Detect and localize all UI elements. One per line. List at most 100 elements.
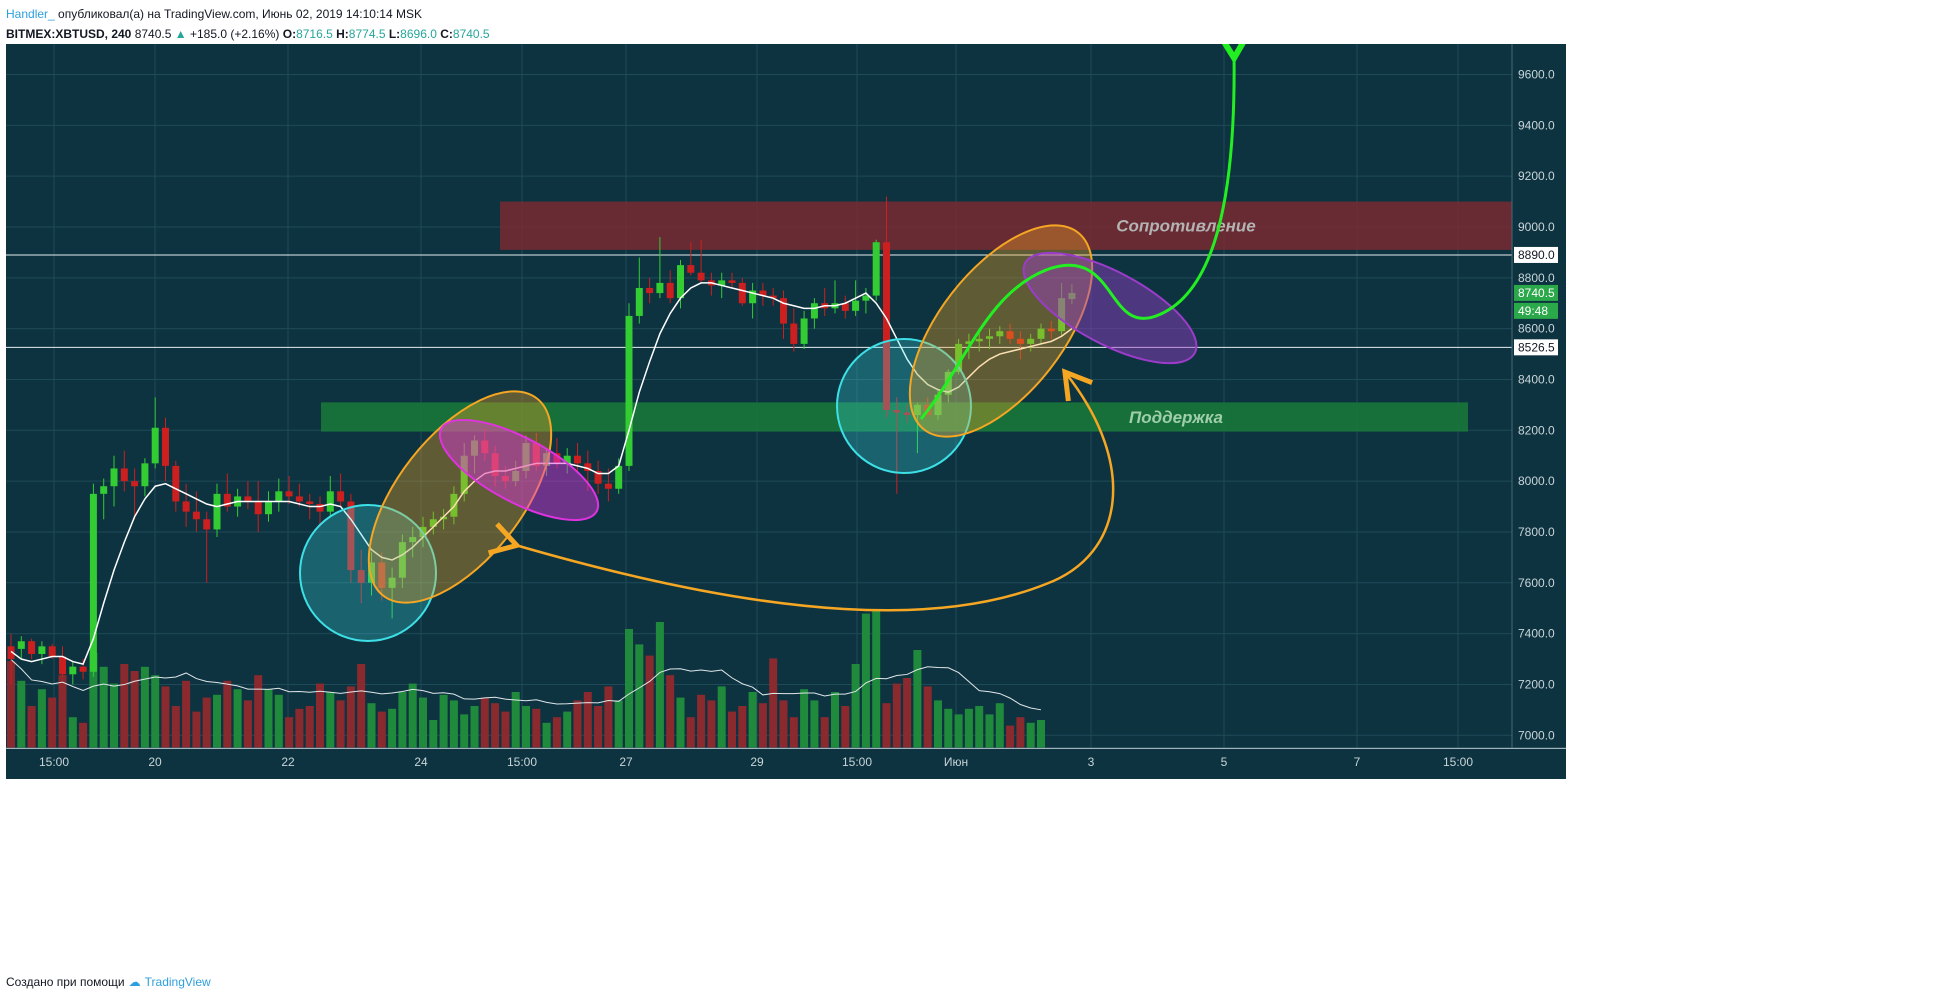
price-tick-label: 8200.0	[1518, 423, 1555, 437]
candle-body	[780, 298, 787, 324]
volume-bar	[419, 697, 427, 748]
horizontal-lines	[6, 254, 1512, 348]
candle-body	[316, 504, 324, 512]
candle-body	[59, 656, 66, 675]
time-tick-label: 27	[619, 755, 633, 769]
candle-body	[1068, 292, 1076, 300]
time-axis-background	[6, 749, 1566, 779]
price-tick-label: 7200.0	[1518, 677, 1555, 691]
candle-body	[172, 465, 180, 502]
candle-body	[872, 242, 880, 296]
volume-bar	[872, 610, 881, 748]
price-tick-label: 9200.0	[1518, 169, 1555, 183]
volume-bar	[831, 692, 839, 748]
author-link[interactable]: Handler_	[6, 7, 55, 21]
candle-body	[769, 295, 777, 299]
candle-body	[110, 468, 118, 487]
cyan-circle-left	[299, 504, 437, 642]
candle-body	[357, 570, 365, 583]
chart-area[interactable]: Сопротивление Поддержка 9600.0 9400.0 9200.…	[6, 26, 1950, 994]
time-tick-label: 24	[414, 755, 428, 769]
volume-bar	[501, 711, 510, 748]
volume-bar	[882, 703, 891, 748]
volume-bar	[408, 683, 417, 748]
volume-bar	[377, 711, 386, 748]
symbol-label[interactable]: BITMEX:XBTUSD, 240	[6, 27, 132, 41]
candle-body	[955, 343, 963, 372]
candle-body	[1016, 338, 1024, 344]
candle-body	[625, 315, 633, 466]
price-labels: 8890.0 8740.5 49:48 8526.5	[1514, 246, 1558, 356]
candle-body	[306, 501, 314, 505]
high-value: 8774.5	[348, 27, 386, 41]
volume-bar	[140, 666, 149, 748]
candle-body	[749, 290, 757, 304]
candle-body	[213, 493, 221, 530]
tradingview-brand-link[interactable]: TradingView	[144, 975, 211, 989]
candle-body	[337, 491, 345, 502]
price-tick-label: 7800.0	[1518, 525, 1555, 539]
volume-bar	[851, 664, 860, 748]
volume-bar	[666, 675, 675, 748]
candle-body	[646, 287, 654, 294]
time-tick-label: 15:00	[507, 755, 537, 769]
price-chart[interactable]: Сопротивление Поддержка 9600.0 9400.0 9200.…	[6, 26, 1950, 972]
candle-body	[182, 501, 190, 512]
volume-bar	[388, 708, 397, 748]
volume-bar	[748, 692, 757, 748]
volume-bar	[728, 711, 736, 748]
volume-bar	[460, 714, 469, 748]
plot-background	[6, 44, 1512, 748]
candle-body	[28, 641, 36, 654]
candle-body	[378, 562, 386, 588]
candle-body	[244, 496, 252, 502]
candle-body	[738, 282, 746, 304]
candle-body	[89, 493, 97, 672]
candle-body	[265, 501, 272, 515]
price-axis[interactable]: 9600.0 9400.0 9200.0 9000.0 8800.0 8600.0 8400…	[1518, 67, 1555, 742]
volume-bar	[233, 689, 242, 748]
volume-bar	[202, 697, 211, 748]
volume-bar	[686, 717, 695, 748]
price-tick-label: 8600.0	[1518, 322, 1555, 336]
volume-bar	[130, 671, 139, 748]
volume-bar	[470, 706, 479, 748]
candle-body	[254, 501, 262, 515]
volume-bar	[151, 675, 160, 748]
candle-body	[471, 440, 478, 456]
volume-bar	[820, 717, 829, 748]
volume-bar	[480, 697, 489, 748]
time-tick-label: 20	[148, 755, 162, 769]
last-price: 8740.5	[134, 27, 172, 41]
candle-body	[965, 341, 973, 344]
price-axis-background	[1512, 44, 1566, 748]
candle-body	[1058, 298, 1066, 332]
volume-bar	[1016, 717, 1025, 748]
price-label-text: 8740.5	[1518, 286, 1555, 300]
volume-bar	[934, 700, 942, 748]
tradingview-logo-icon[interactable]: ☁	[128, 975, 141, 989]
created-text: Создано при помощи	[6, 975, 125, 989]
candle-body	[718, 280, 726, 286]
published-text: опубликовал(а) на TradingView.com, Июнь …	[58, 7, 422, 21]
volume-bar	[37, 689, 46, 748]
volume-bar	[316, 683, 324, 748]
candle-body	[1037, 328, 1045, 339]
price-label-box	[1514, 246, 1558, 263]
volume-bar	[79, 722, 88, 748]
time-axis[interactable]: 15:00 20 22 24 15:00 27 29 15:00 Июн 3 5 7 15:00	[39, 755, 1473, 769]
candle-body	[388, 577, 396, 588]
volume-bar	[583, 692, 592, 748]
volume-bar	[295, 708, 304, 748]
time-tick-label: 29	[750, 755, 764, 769]
zone-label-resistance: Сопротивление	[1116, 217, 1256, 236]
candle-body	[615, 465, 623, 489]
volume-bar	[625, 629, 633, 748]
candle-body	[677, 265, 684, 299]
candle-body	[604, 483, 612, 489]
candle-body	[79, 666, 87, 672]
volume-bar	[7, 661, 15, 748]
candle-body	[986, 336, 993, 339]
candle-body	[800, 318, 808, 344]
volume-bar	[161, 686, 170, 748]
